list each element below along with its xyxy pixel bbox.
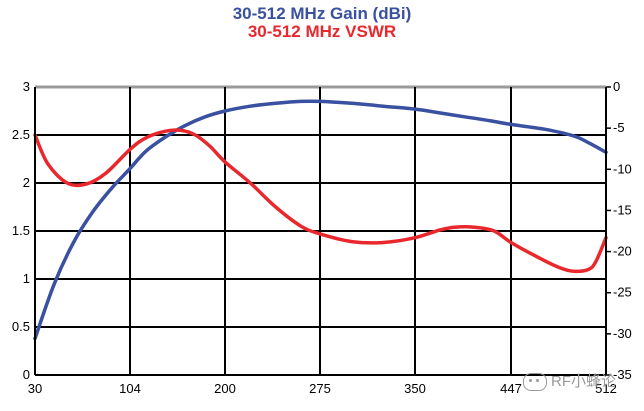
x-tick-label: 104 xyxy=(119,381,141,396)
vswr-series-line xyxy=(33,128,608,274)
left-tick-label: 0.5 xyxy=(12,319,30,334)
gain-series-line xyxy=(33,99,608,341)
chart-subtitle: 30-512 MHz VSWR xyxy=(247,22,397,41)
wechat-icon xyxy=(523,373,547,392)
x-tick-label: 200 xyxy=(214,381,236,396)
tick-labels: 0 0.5 1 1.5 2 2.5 3 30 104 200 275 350 447 512 0 -5 -10 -… xyxy=(12,79,632,396)
right-tick-label: 0 xyxy=(613,79,620,94)
left-tick-label: 0 xyxy=(23,367,30,382)
right-tick-label: -10 xyxy=(613,161,632,176)
chart-title: 30-512 MHz Gain (dBi) xyxy=(232,4,412,23)
series-lines xyxy=(33,99,608,341)
right-tick-label: -5 xyxy=(613,120,625,135)
right-tick-label: -30 xyxy=(613,326,632,341)
x-tick-label: 30 xyxy=(28,381,42,396)
x-tick-label: 447 xyxy=(500,381,522,396)
left-tick-label: 2 xyxy=(23,175,30,190)
right-tick-label: -20 xyxy=(613,244,632,259)
grid-lines xyxy=(35,85,606,375)
right-tick-label: -25 xyxy=(613,285,632,300)
right-tick-label: -15 xyxy=(613,202,632,217)
right-tick-label: -35 xyxy=(613,367,632,382)
x-tick-label: 512 xyxy=(595,381,617,396)
left-tick-label: 3 xyxy=(23,79,30,94)
left-tick-label: 2.5 xyxy=(12,127,30,142)
x-tick-label: 350 xyxy=(404,381,426,396)
watermark: RF小蜂论 xyxy=(523,370,616,392)
watermark-text: RF小蜂论 xyxy=(551,373,616,390)
axes xyxy=(34,86,611,376)
x-tick-label: 275 xyxy=(309,381,331,396)
left-tick-label: 1 xyxy=(23,271,30,286)
left-tick-label: 1.5 xyxy=(12,223,30,238)
